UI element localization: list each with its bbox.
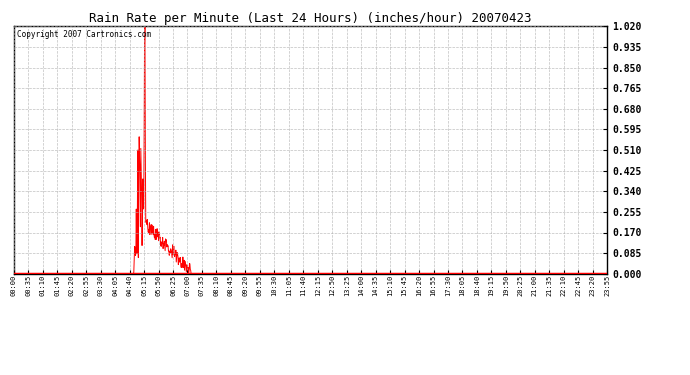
Title: Rain Rate per Minute (Last 24 Hours) (inches/hour) 20070423: Rain Rate per Minute (Last 24 Hours) (in… bbox=[89, 12, 532, 25]
Text: Copyright 2007 Cartronics.com: Copyright 2007 Cartronics.com bbox=[17, 30, 151, 39]
